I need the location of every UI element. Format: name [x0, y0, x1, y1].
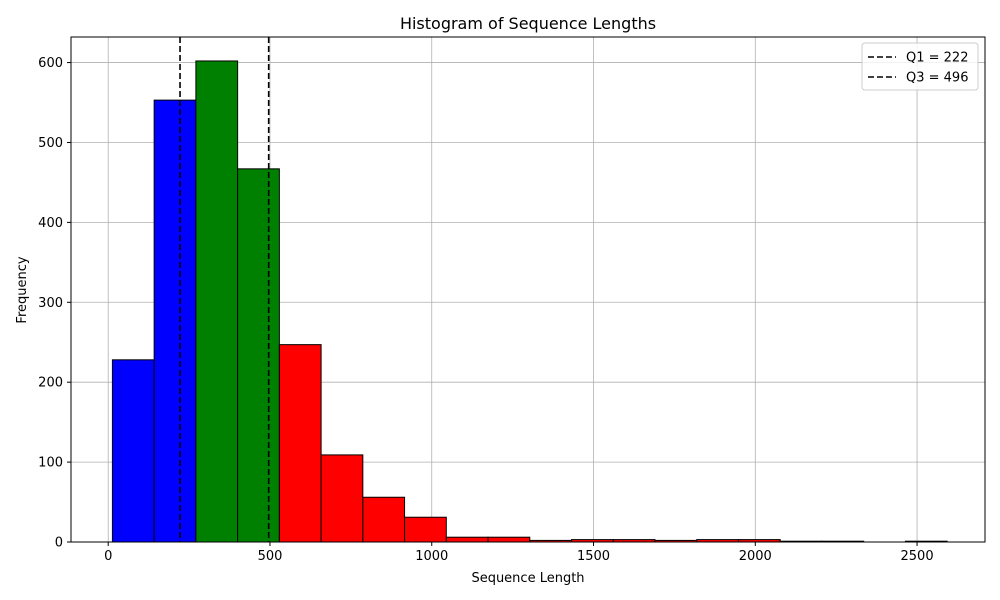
y-axis-ticks: 0 100 200 300 400 500 600	[38, 56, 71, 551]
y-tick-label: 200	[38, 376, 63, 391]
legend-label: Q1 = 222	[906, 51, 968, 66]
histogram-bar	[237, 168, 280, 543]
y-tick-label: 300	[38, 296, 63, 311]
histogram-bars	[111, 60, 948, 543]
plot-frame	[70, 36, 986, 543]
chart-title: Histogram of Sequence Lengths	[400, 14, 656, 33]
y-tick-label: 500	[38, 136, 63, 151]
x-axis-ticks: 0 500 1000 1500 2000 2500	[104, 542, 934, 564]
y-tick-label: 600	[38, 56, 63, 71]
histogram-bar	[362, 496, 406, 543]
legend-items: Q1 = 222 Q3 = 496	[868, 51, 968, 86]
histogram-bar	[195, 60, 239, 543]
histogram-bar	[153, 99, 197, 543]
reference-lines	[179, 37, 270, 542]
y-tick-label: 0	[55, 536, 63, 551]
histogram-bar	[320, 454, 364, 543]
x-tick-label: 1500	[577, 549, 610, 564]
legend-label: Q3 = 496	[906, 71, 968, 86]
x-tick-label: 2000	[739, 549, 772, 564]
histogram-bar	[278, 344, 322, 543]
histogram-bar	[111, 359, 155, 543]
y-tick-label: 400	[38, 216, 63, 231]
x-tick-label: 500	[258, 549, 283, 564]
x-tick-label: 1000	[415, 549, 448, 564]
x-tick-label: 0	[104, 549, 112, 564]
x-tick-label: 2500	[901, 549, 934, 564]
histogram-bar	[404, 516, 447, 543]
y-tick-label: 100	[38, 456, 63, 471]
y-axis-label: Frequency	[15, 256, 30, 323]
legend-box	[861, 42, 979, 91]
histogram-bar	[487, 536, 531, 543]
x-axis-label: Sequence Length	[471, 571, 584, 586]
histogram-bar	[445, 536, 489, 543]
legend: Q1 = 222 Q3 = 496	[861, 42, 979, 91]
